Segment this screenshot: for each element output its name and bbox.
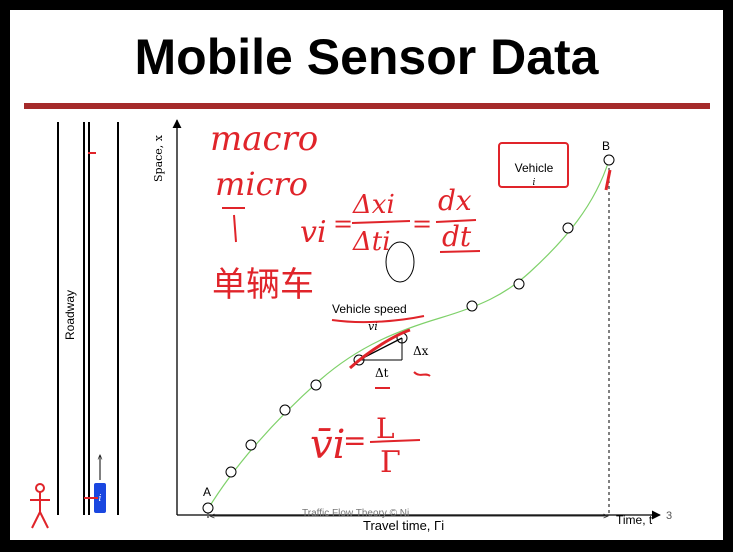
slide: Mobile Sensor Data Roadway i bbox=[10, 10, 723, 540]
formula-deriv-numerator: dx bbox=[438, 184, 472, 217]
probe-point bbox=[513, 278, 525, 290]
b-highlight bbox=[604, 169, 612, 191]
vehicle-speed-label: Vehicle speed bbox=[332, 302, 407, 316]
title-divider bbox=[24, 103, 710, 109]
vehicle-box-label: Vehicle bbox=[515, 161, 554, 175]
vehicle-speed-sub: vi bbox=[368, 320, 378, 333]
trajectory-diagram: Roadway i Space, x Time, t Travel time, … bbox=[30, 119, 661, 533]
formula-equals-2: = bbox=[412, 210, 432, 238]
formula-circle bbox=[385, 241, 415, 283]
probe-point bbox=[202, 502, 214, 514]
slide-footer: Traffic Flow Theory © Ni bbox=[302, 508, 410, 519]
x-axis-label: Time, t bbox=[616, 513, 653, 527]
vehicle-i-box: Vehicle i bbox=[498, 142, 569, 188]
formula-numerator: Δxi bbox=[352, 190, 395, 220]
average-speed-lhs: v̄i bbox=[310, 422, 345, 468]
average-equals: = bbox=[343, 424, 366, 457]
vehicle-car bbox=[94, 483, 106, 513]
page-number: 3 bbox=[666, 510, 673, 522]
formula-lhs: vi bbox=[300, 215, 327, 250]
vehicle-trajectory bbox=[207, 159, 610, 510]
axes: Space, x Time, t Travel time, Γi bbox=[152, 119, 661, 533]
point-a-label: A bbox=[203, 485, 211, 499]
probe-point bbox=[310, 379, 322, 391]
delta-t-label: Δt bbox=[375, 366, 389, 380]
probe-point bbox=[279, 404, 291, 416]
probe-point bbox=[225, 466, 237, 478]
formula-equals-1: = bbox=[333, 210, 353, 238]
micro-arrow-stroke bbox=[222, 207, 245, 243]
formula-deriv-bar bbox=[435, 219, 477, 223]
delta-x-label: Δx bbox=[413, 344, 429, 358]
probe-point bbox=[603, 154, 615, 166]
dx-squiggle bbox=[413, 371, 431, 377]
formula-deriv-denominator: dt bbox=[442, 220, 472, 253]
formula-denominator: Δti bbox=[352, 227, 391, 257]
roadway: Roadway i bbox=[57, 122, 119, 515]
formula-fraction-bar bbox=[351, 220, 411, 224]
travel-time-label: Travel time, Γi bbox=[363, 518, 444, 533]
average-fraction-bar bbox=[369, 439, 421, 443]
y-axis-label: Space, x bbox=[152, 134, 165, 182]
probe-point bbox=[245, 439, 257, 451]
point-b-label: B bbox=[602, 139, 610, 153]
vehicle-car-label: i bbox=[99, 494, 102, 504]
roadway-label: Roadway bbox=[63, 290, 77, 340]
probe-point bbox=[562, 222, 574, 234]
chinese-annotation: 单辆车 bbox=[212, 265, 314, 305]
formula-underline bbox=[439, 250, 481, 253]
handwritten-annotations: macro micro 单辆车 vi = Δxi Δti = dx dt v̄i… bbox=[30, 119, 612, 529]
average-denominator: Γ bbox=[380, 445, 401, 480]
stick-figure bbox=[30, 483, 50, 529]
speed-triangle: Δx Δt bbox=[358, 337, 429, 380]
probe-points bbox=[202, 154, 615, 514]
micro-annotation: micro bbox=[215, 165, 308, 203]
speed-underline bbox=[331, 315, 425, 324]
average-numerator: L bbox=[376, 412, 395, 445]
probe-point bbox=[466, 300, 478, 312]
macro-annotation: macro bbox=[210, 119, 318, 159]
vehicle-box-sub: i bbox=[533, 178, 536, 188]
tangent-highlight bbox=[348, 328, 411, 370]
slide-title: Mobile Sensor Data bbox=[134, 29, 599, 85]
